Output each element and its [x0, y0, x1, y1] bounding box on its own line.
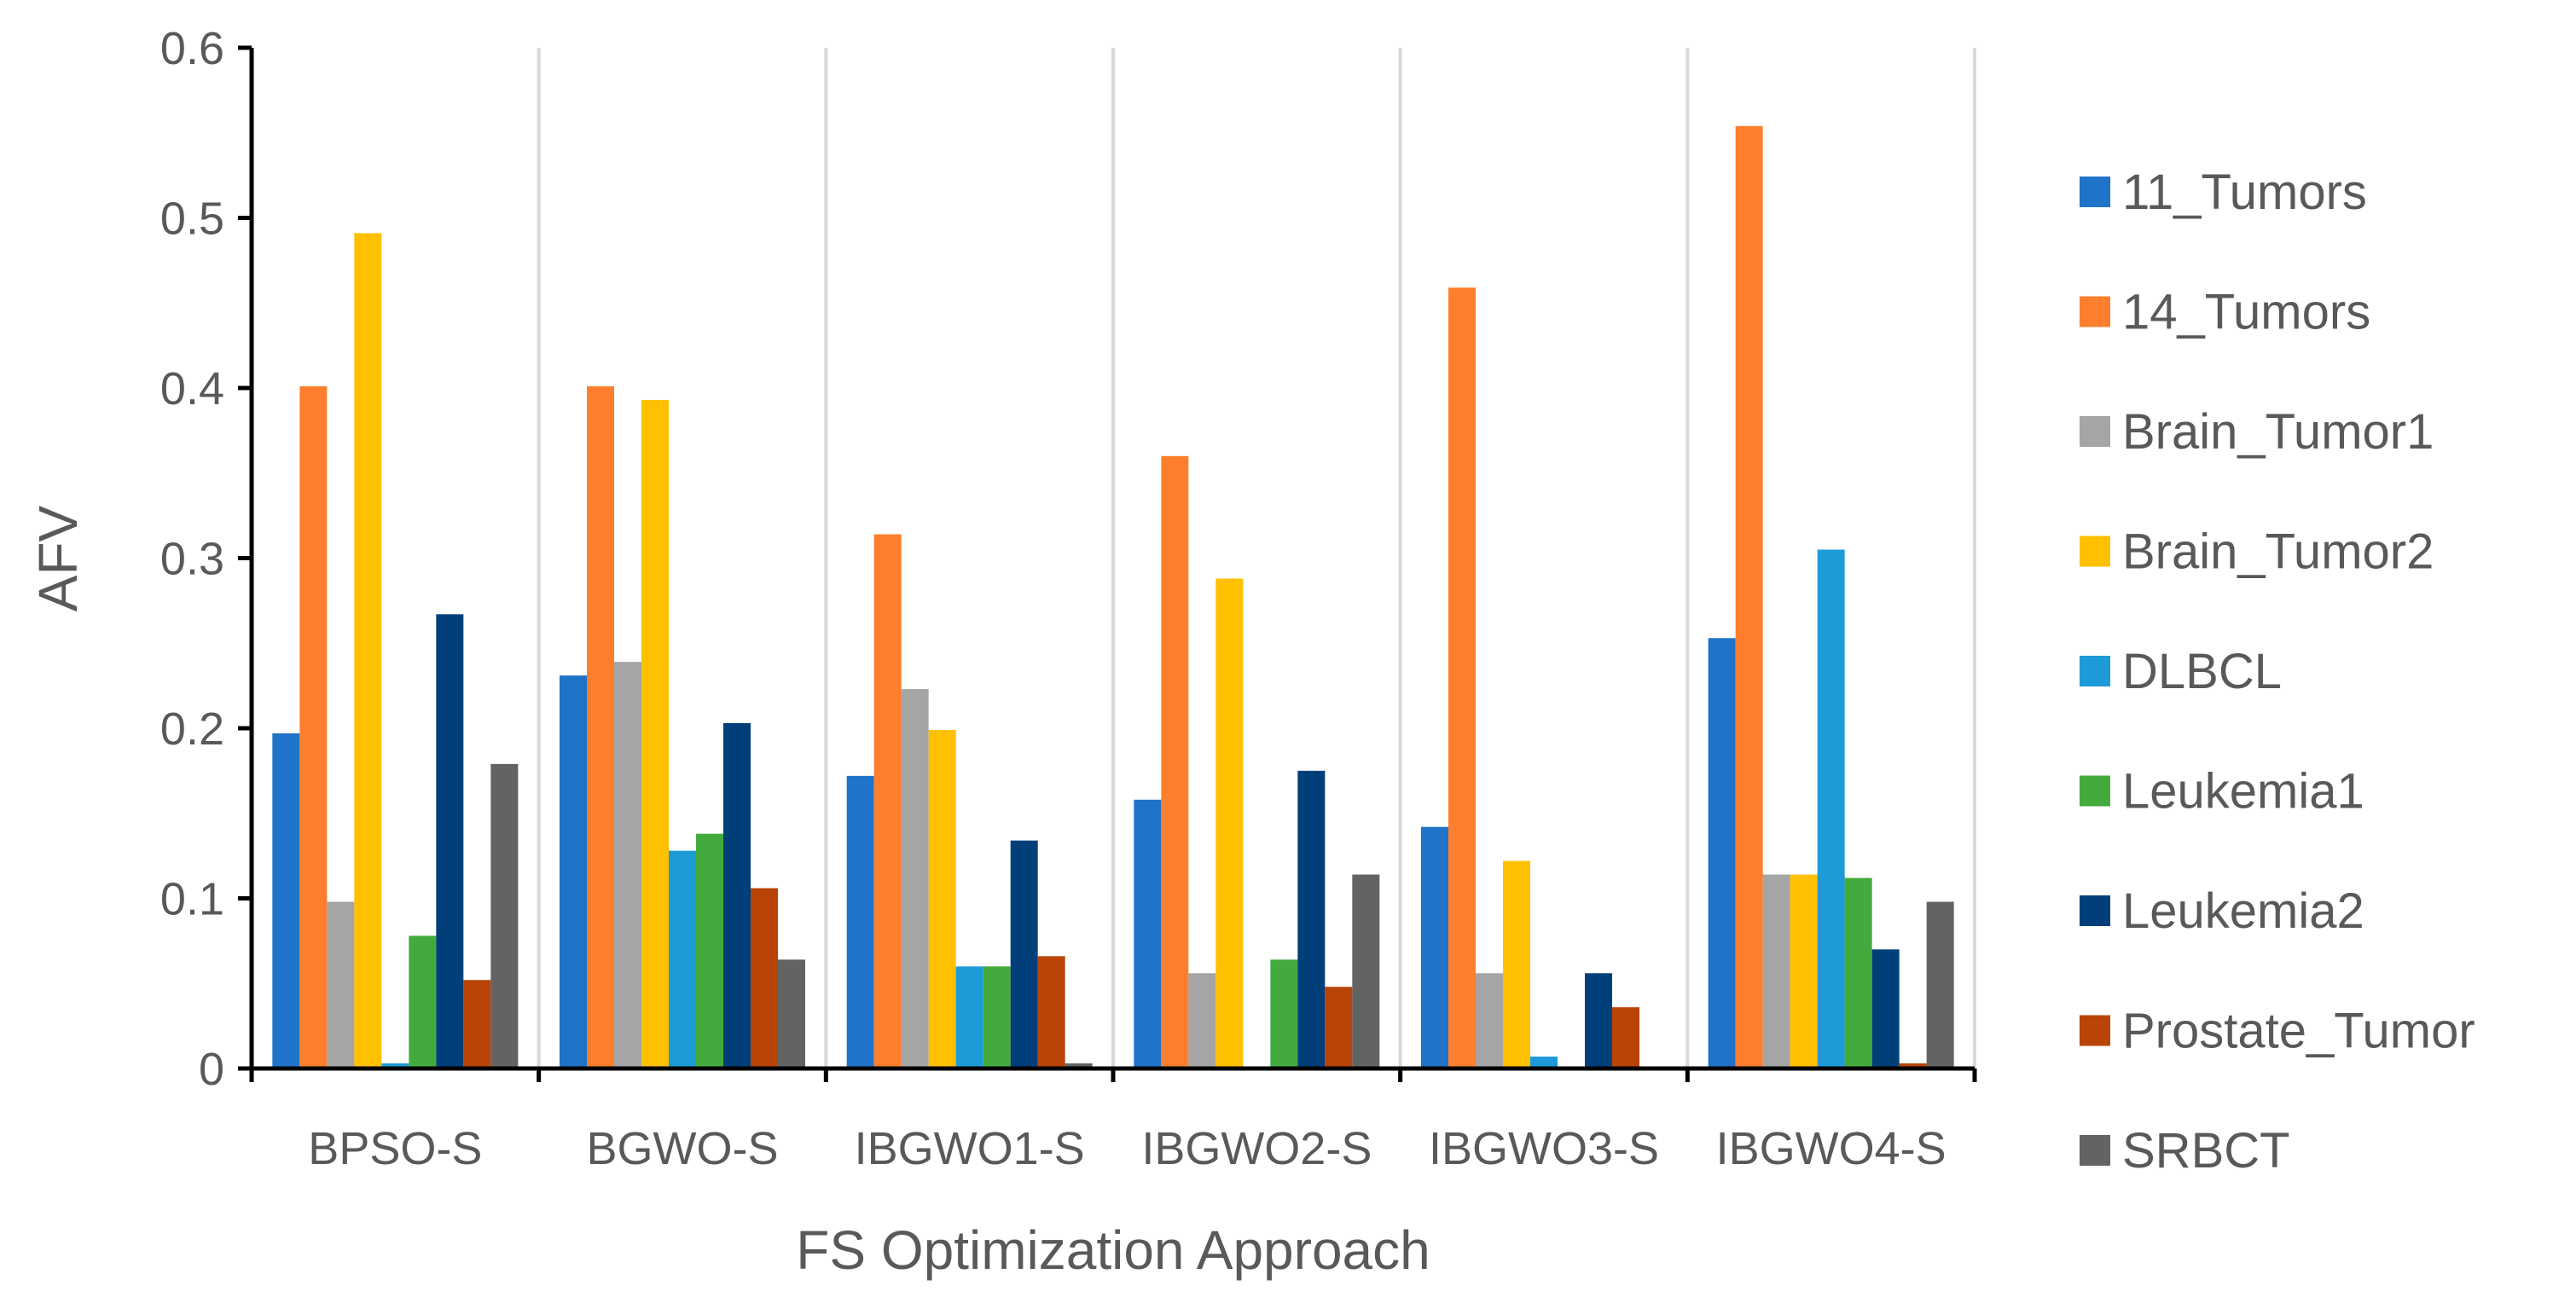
bar-leukemia1-bpso-s	[409, 935, 437, 1068]
bar-srbct-bpso-s	[490, 763, 519, 1068]
bar-11-tumors-ibgwo4-s	[1708, 638, 1736, 1068]
bar-brain-tumor2-ibgwo3-s	[1503, 860, 1530, 1068]
bar-prostate-tumor-ibgwo2-s	[1325, 987, 1353, 1068]
legend-swatch-srbct	[2080, 1135, 2110, 1166]
legend-swatch-prostate-tumor	[2080, 1015, 2110, 1046]
y-tick-label: 0.1	[160, 874, 224, 925]
y-tick-label: 0.2	[160, 704, 224, 755]
bar-leukemia2-bgwo-s	[723, 723, 751, 1068]
bar-prostate-tumor-ibgwo1-s	[1037, 956, 1065, 1068]
bar-14-tumors-bgwo-s	[587, 386, 614, 1068]
x-category-label: IBGWO4-S	[1716, 1123, 1947, 1174]
bar-brain-tumor1-ibgwo3-s	[1476, 973, 1503, 1068]
bar-14-tumors-ibgwo2-s	[1161, 455, 1189, 1068]
bar-srbct-ibgwo2-s	[1352, 874, 1380, 1068]
legend-swatch-11-tumors	[2080, 177, 2110, 207]
x-category-label: IBGWO1-S	[855, 1123, 1085, 1174]
bar-brain-tumor2-ibgwo4-s	[1790, 874, 1818, 1068]
y-tick-label: 0	[199, 1044, 224, 1095]
bar-dlbcl-bpso-s	[381, 1063, 409, 1068]
legend-swatch-leukemia1	[2080, 775, 2110, 807]
legend-label: 11_Tumors	[2122, 165, 2367, 220]
legend-label: Brain_Tumor2	[2122, 524, 2434, 580]
legend-swatch-dlbcl	[2080, 656, 2110, 686]
legend-label: Brain_Tumor1	[2122, 404, 2434, 460]
bar-11-tumors-bpso-s	[272, 733, 300, 1068]
legend-label: 14_Tumors	[2122, 285, 2370, 340]
x-axis-title: FS Optimization Approach	[796, 1219, 1430, 1281]
bar-leukemia2-ibgwo3-s	[1585, 973, 1612, 1068]
y-tick-label: 0.5	[160, 194, 224, 245]
bar-14-tumors-bpso-s	[299, 386, 328, 1068]
bar-11-tumors-ibgwo1-s	[846, 775, 874, 1068]
x-category-label: IBGWO3-S	[1429, 1123, 1659, 1174]
legend-swatch-brain-tumor2	[2080, 536, 2110, 567]
legend-label: Leukemia2	[2122, 883, 2364, 939]
bars	[272, 125, 1954, 1069]
bar-11-tumors-ibgwo2-s	[1134, 799, 1162, 1068]
y-ticks: 0 0.1 0.2 0.3 0.4 0.5 0.6	[160, 23, 252, 1095]
x-ticks: BPSO-S BGWO-S IBGWO1-S IBGWO2-S IBGWO3-S IBGW…	[249, 1068, 1977, 1174]
bar-11-tumors-ibgwo3-s	[1421, 826, 1448, 1068]
bar-brain-tumor1-bgwo-s	[614, 662, 641, 1068]
bar-leukemia1-bgwo-s	[696, 833, 723, 1068]
bar-dlbcl-ibgwo4-s	[1817, 549, 1845, 1068]
legend-label: Leukemia1	[2122, 764, 2364, 819]
legend-swatch-14-tumors	[2080, 296, 2110, 327]
gridlines	[537, 48, 1976, 1068]
legend-label: DLBCL	[2122, 644, 2282, 699]
bar-14-tumors-ibgwo1-s	[873, 534, 902, 1068]
bar-brain-tumor1-ibgwo2-s	[1188, 973, 1216, 1068]
bar-leukemia1-ibgwo4-s	[1844, 877, 1872, 1068]
y-tick-label: 0.6	[160, 23, 224, 74]
legend-swatch-leukemia2	[2080, 895, 2110, 926]
bar-prostate-tumor-bgwo-s	[751, 888, 778, 1068]
bar-brain-tumor2-ibgwo1-s	[928, 729, 956, 1068]
bar-leukemia2-bpso-s	[436, 614, 464, 1068]
bar-srbct-ibgwo1-s	[1065, 1063, 1093, 1068]
bar-dlbcl-bgwo-s	[669, 850, 696, 1068]
bar-brain-tumor1-ibgwo4-s	[1762, 874, 1790, 1068]
legend-label: SRBCT	[2122, 1123, 2290, 1178]
bar-leukemia2-ibgwo2-s	[1297, 770, 1326, 1068]
bar-leukemia2-ibgwo4-s	[1871, 949, 1900, 1068]
bar-srbct-bgwo-s	[778, 959, 805, 1068]
y-tick-label: 0.3	[160, 534, 224, 585]
bar-brain-tumor2-bgwo-s	[641, 399, 669, 1069]
y-tick-label: 0.4	[160, 363, 224, 414]
bar-14-tumors-ibgwo4-s	[1735, 125, 1763, 1068]
bar-leukemia1-ibgwo2-s	[1270, 959, 1298, 1068]
legend-label: Prostate_Tumor	[2122, 1004, 2475, 1059]
bar-leukemia2-ibgwo1-s	[1010, 840, 1038, 1068]
bar-prostate-tumor-ibgwo3-s	[1612, 1007, 1639, 1068]
bar-brain-tumor2-bpso-s	[354, 233, 382, 1069]
bar-brain-tumor1-ibgwo1-s	[901, 689, 929, 1068]
bar-14-tumors-ibgwo3-s	[1448, 287, 1476, 1068]
bar-srbct-ibgwo4-s	[1926, 901, 1954, 1068]
y-axis-title: AFV	[27, 505, 89, 611]
x-category-label: BPSO-S	[308, 1123, 482, 1174]
bar-dlbcl-ibgwo1-s	[955, 966, 983, 1068]
legend-swatch-brain-tumor1	[2080, 416, 2110, 447]
bar-11-tumors-bgwo-s	[560, 675, 587, 1068]
bar-brain-tumor1-bpso-s	[327, 901, 355, 1068]
bar-leukemia1-ibgwo1-s	[983, 966, 1011, 1068]
bar-prostate-tumor-bpso-s	[463, 980, 491, 1068]
bar-brain-tumor2-ibgwo2-s	[1215, 578, 1244, 1068]
x-category-label: BGWO-S	[587, 1123, 779, 1174]
x-category-label: IBGWO2-S	[1141, 1123, 1372, 1174]
bar-dlbcl-ibgwo3-s	[1530, 1057, 1558, 1068]
bar-prostate-tumor-ibgwo4-s	[1899, 1063, 1927, 1068]
legend: 11_Tumors 14_Tumors Brain_Tumor1 Brain_Tumo…	[2080, 165, 2475, 1178]
